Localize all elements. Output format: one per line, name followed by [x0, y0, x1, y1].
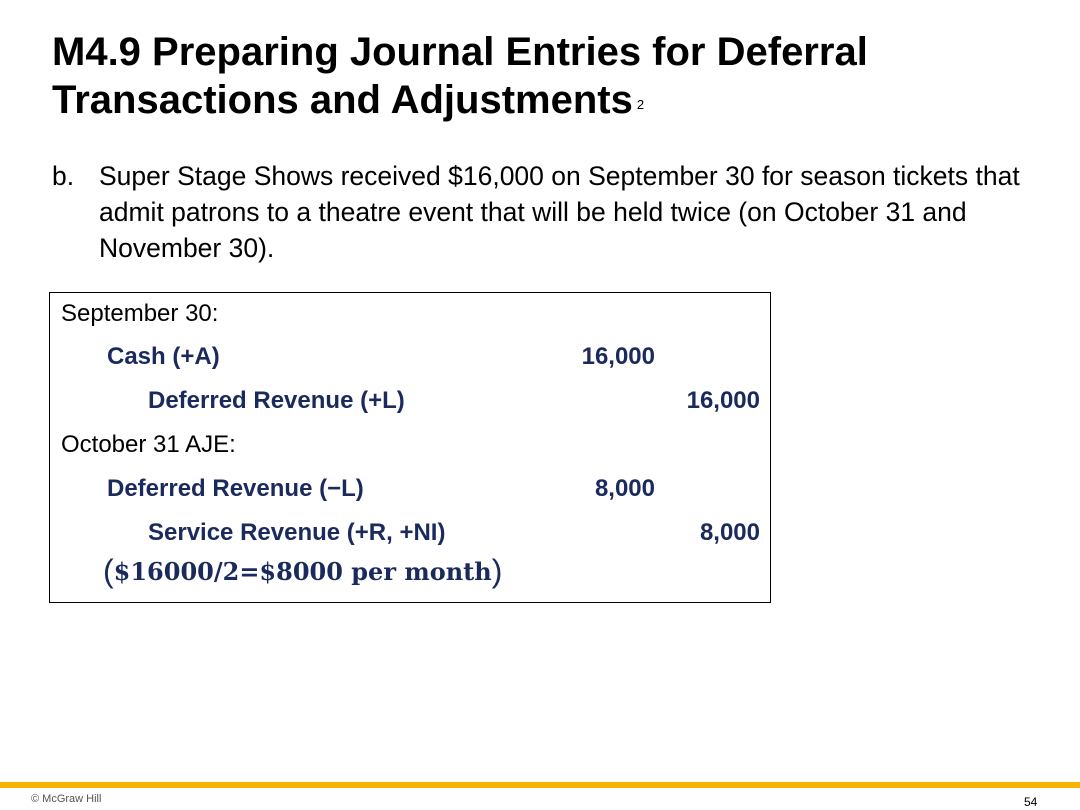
page-number: 54: [1024, 795, 1038, 809]
calculation-note: ($16000/2=$8000 per month): [103, 551, 502, 592]
credit-row: Deferred Revenue (+L) 16,000: [50, 381, 770, 421]
credit-row: Service Revenue (+R, +NI) 8,000: [50, 513, 770, 553]
question-b: b. Super Stage Shows received $16,000 on…: [52, 158, 1042, 266]
footer-accent-bar: [0, 782, 1080, 788]
title-superscript: 2: [636, 97, 645, 112]
credit-amount: 16,000: [686, 387, 760, 414]
note-close-paren: ): [491, 553, 503, 589]
entry-date-row: October 31 AJE:: [50, 425, 770, 465]
credit-account: Service Revenue (+R, +NI): [148, 519, 446, 546]
entry-date-label: September 30:: [61, 300, 219, 327]
copyright-text: © McGraw Hill: [31, 793, 102, 805]
slide-title-text: M4.9 Preparing Journal Entries for Defer…: [52, 30, 868, 122]
question-text: Super Stage Shows received $16,000 on Se…: [99, 161, 1020, 263]
question-marker: b.: [52, 161, 75, 191]
debit-amount: 16,000: [581, 343, 655, 370]
debit-account: Cash (+A): [107, 343, 220, 370]
journal-entry-box: September 30: Cash (+A) 16,000 Deferred …: [49, 292, 771, 603]
entry-date-label: October 31 AJE:: [61, 431, 236, 458]
credit-account: Deferred Revenue (+L): [148, 387, 405, 414]
debit-row: Deferred Revenue (−L) 8,000: [50, 469, 770, 509]
note-open-paren: (: [103, 553, 114, 589]
debit-account: Deferred Revenue (−L): [107, 475, 364, 502]
debit-row: Cash (+A) 16,000: [50, 337, 770, 377]
note-text: $16000/2=$8000 per month: [113, 557, 492, 586]
slide-title: M4.9 Preparing Journal Entries for Defer…: [52, 28, 1052, 133]
debit-amount: 8,000: [594, 475, 655, 502]
entry-date-row: September 30:: [50, 294, 770, 334]
credit-amount: 8,000: [699, 519, 760, 546]
